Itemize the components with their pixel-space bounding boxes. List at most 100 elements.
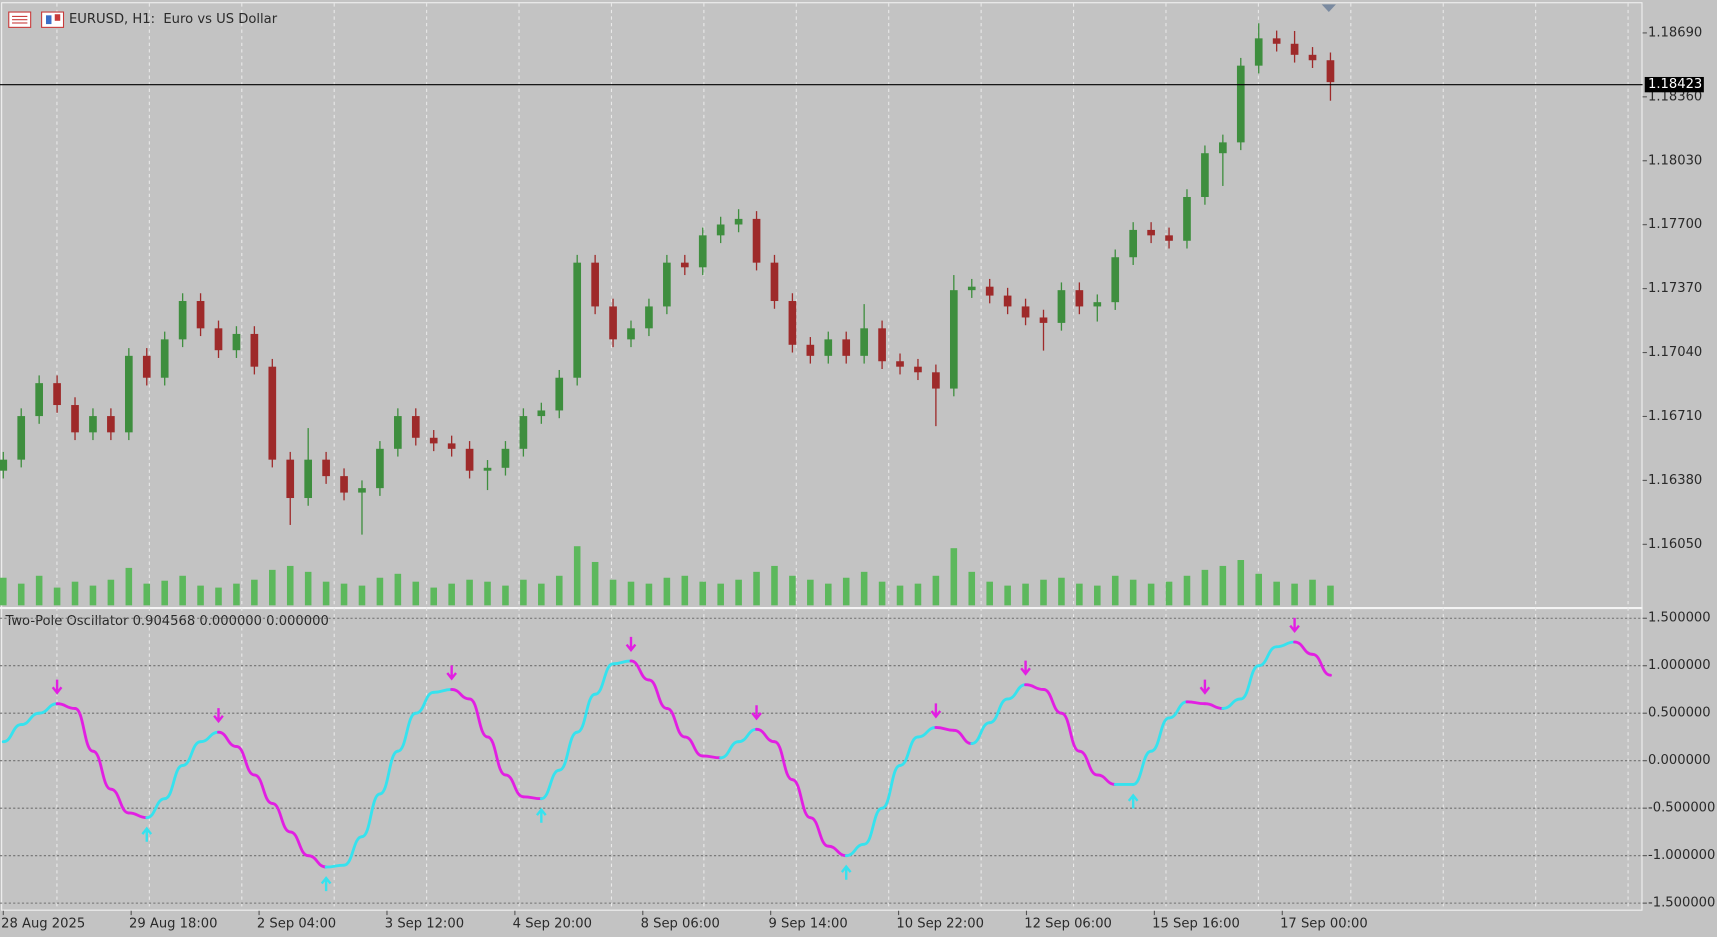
y-tick-label: 1.17700 (1648, 217, 1702, 232)
volume-bar (89, 585, 97, 606)
candle-body (752, 218, 761, 263)
oscillator-segment (790, 778, 812, 820)
candle-body (519, 416, 528, 449)
volume-bar (0, 577, 7, 606)
volume-bar (699, 581, 707, 606)
oscillator-segment (755, 727, 776, 744)
volume-bar (520, 579, 527, 606)
volume-bar (1094, 585, 1101, 606)
oscillator-segment (91, 749, 113, 791)
volume-bar (842, 577, 850, 606)
candle-body (860, 328, 868, 356)
volume-bar (340, 583, 348, 606)
candle-body (680, 262, 689, 268)
candle-body (1183, 196, 1191, 241)
candle-body (1111, 257, 1120, 303)
oscillator-segment (360, 792, 382, 839)
candle-body (1093, 302, 1102, 307)
candle-body (949, 290, 958, 389)
candle-body (483, 467, 492, 471)
candle-body (142, 355, 151, 378)
oscillator-segment (593, 662, 615, 696)
oscillator-segment (1131, 749, 1153, 786)
candle-body (1254, 38, 1263, 66)
candle-body (358, 488, 366, 493)
oscillator-segment (665, 707, 687, 739)
volume-bar (968, 571, 976, 606)
candle-body (537, 410, 546, 417)
oscillator-segment (396, 711, 418, 753)
oscillator-segment (521, 795, 543, 801)
candle-body (1272, 38, 1281, 44)
volume-bar (717, 583, 724, 606)
oscillator-segment (109, 787, 131, 815)
y-tick-label: 0.000000 (1648, 753, 1711, 768)
oscillator-segment (1203, 702, 1225, 710)
indicator-title: Two-Pole Oscillator 0.904568 0.000000 0.… (4, 614, 328, 629)
candle-body (429, 437, 438, 444)
oscillator-segment (557, 730, 579, 772)
oscillator-segment (1257, 645, 1279, 668)
volume-bar (215, 587, 222, 606)
candle-body (1003, 295, 1012, 307)
x-tick-label: 9 Sep 14:00 (768, 916, 847, 931)
candle-body (501, 448, 510, 468)
oscillator-segment (773, 740, 794, 782)
candle-body (322, 459, 330, 477)
oscillator-segment (1311, 652, 1332, 677)
oscillator-segment (683, 735, 705, 758)
oscillator-segment (844, 842, 866, 858)
volume-bar (1040, 579, 1047, 606)
candle-body (53, 383, 61, 406)
volume-bar (1273, 581, 1280, 606)
candle-body (1308, 54, 1317, 61)
oscillator-segment (288, 830, 310, 858)
y-tick-label: 1.000000 (1648, 658, 1711, 673)
oscillator-segment (235, 745, 256, 777)
oscillator-segment (629, 659, 651, 682)
sell-arrow (1289, 617, 1300, 633)
oscillator-segment (611, 659, 633, 666)
x-tick-label: 10 Sep 22:00 (896, 916, 984, 931)
volume-bar (1309, 579, 1316, 606)
sell-arrow (1199, 679, 1211, 695)
oscillator-segment (916, 726, 938, 739)
candle-body (967, 286, 976, 291)
volume-bar (1255, 573, 1263, 606)
candle-body (411, 416, 420, 438)
volume-bar (430, 587, 438, 606)
oscillator-segment (1042, 688, 1063, 715)
candle-body (985, 286, 994, 296)
icon-bar (54, 14, 61, 21)
oscillator-segment (1095, 773, 1117, 786)
oscillator-segment (934, 726, 956, 732)
vertical-grid (56, 3, 1629, 910)
y-tick-label: 1.16050 (1648, 537, 1702, 552)
oscillator-segment (647, 678, 669, 710)
oscillator-segment (1185, 700, 1207, 706)
volume-bar (932, 575, 940, 606)
x-tick-label: 29 Aug 18:00 (129, 916, 218, 931)
y-tick-label: 1.500000 (1648, 611, 1711, 626)
candle-body (17, 416, 26, 460)
volume-bar (107, 579, 115, 606)
sell-arrow (930, 703, 942, 719)
volume-bar (304, 571, 312, 606)
volume-bar (860, 571, 868, 606)
volume-bar (807, 579, 814, 606)
volume-bar (771, 565, 778, 606)
oscillator-segment (306, 854, 328, 869)
y-tick-label: 1.18690 (1648, 25, 1702, 40)
oscillator-segment (270, 802, 292, 834)
volume-bar (896, 585, 904, 606)
oscillator-segment (826, 844, 848, 858)
oscillator-segment (719, 740, 741, 760)
current-price-box (1644, 76, 1704, 93)
oscillator-segment (127, 811, 149, 820)
x-tick-label: 15 Sep 16:00 (1152, 916, 1240, 931)
oscillator-segment (539, 768, 561, 801)
candle-body (394, 416, 402, 449)
volume-bar (233, 583, 240, 606)
candle-body (124, 355, 133, 433)
